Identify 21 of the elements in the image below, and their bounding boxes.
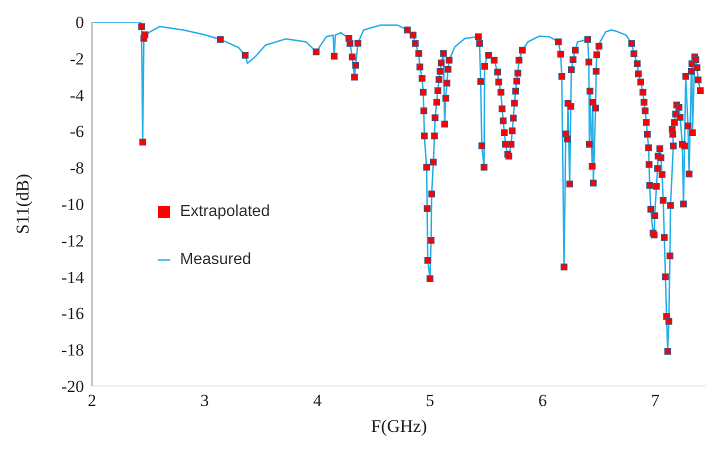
y-tick-label: -10 xyxy=(61,195,84,214)
x-tick-label: 5 xyxy=(426,391,434,410)
y-tick-label: -18 xyxy=(61,340,84,360)
y-tick-label: -8 xyxy=(70,158,84,178)
y-tick-label: 0 xyxy=(76,13,84,32)
x-tick-label: 3 xyxy=(200,391,209,410)
x-axis-title: F(GHz) xyxy=(371,416,427,436)
y-tick-label: -12 xyxy=(61,231,84,250)
y-tick-label: -6 xyxy=(70,122,84,142)
legend-label: Measured xyxy=(180,251,252,268)
y-tick-label: -14 xyxy=(61,268,84,287)
y-axis-title: S11(dB) xyxy=(12,174,32,234)
x-tick-label: 6 xyxy=(538,391,547,410)
y-tick-label: -4 xyxy=(70,86,84,105)
y-tick-label: -20 xyxy=(61,377,84,396)
y-tick-label: -2 xyxy=(70,49,84,68)
x-tick-label: 2 xyxy=(88,391,96,410)
x-tick-label: 7 xyxy=(651,391,660,410)
legend-label: Extrapolated xyxy=(180,203,270,220)
x-tick-label: 4 xyxy=(313,391,322,410)
y-tick-label: -16 xyxy=(61,304,84,324)
